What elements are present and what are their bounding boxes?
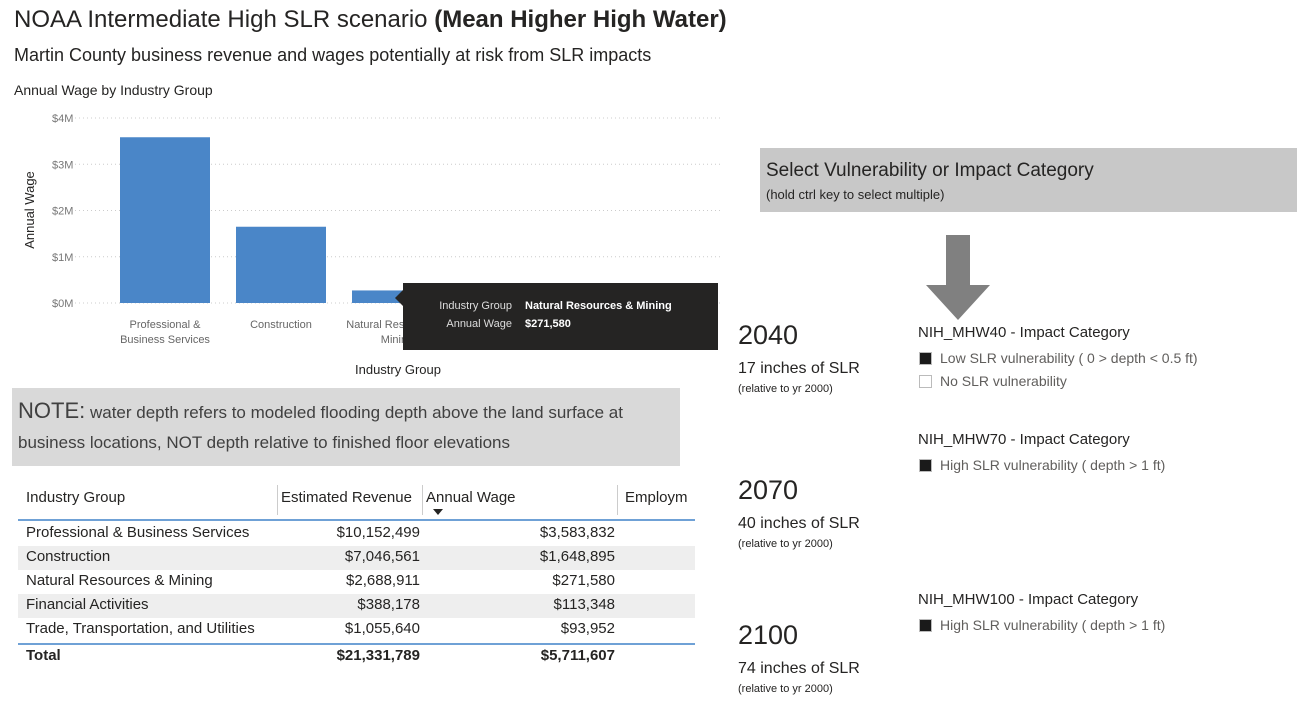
subtitle: Martin County business revenue and wages… [14,45,652,65]
table-cell: $3,583,832 [539,524,615,541]
tooltip-value: $271,580 [525,318,571,330]
y-tick-label: $4M [52,113,73,125]
bar [120,137,210,303]
scenario-ref: (relative to yr 2000) [738,383,833,395]
note-box [12,388,680,466]
bar [236,226,326,303]
legend-item[interactable]: High SLR vulnerability ( depth > 1 ft) [940,617,1166,633]
slicer-title: Select Vulnerability or Impact Category [766,160,1094,181]
title-bold: (Mean Higher High Water) [434,6,727,33]
sort-arrow [433,509,443,515]
total-cell: Total [26,647,61,664]
column-header: Estimated Revenue [281,489,412,506]
legend-swatch[interactable] [919,375,932,388]
legend-item[interactable]: High SLR vulnerability ( depth > 1 ft) [940,457,1166,473]
y-tick-label: $1M [52,252,73,264]
x-tick-label: Professional & Business Services [120,319,210,346]
tooltip-notch [395,290,403,306]
table-cell: Financial Activities [26,596,149,613]
page-title: NOAA Intermediate High SLR scenario (Mea… [14,6,727,34]
y-tick-label: $3M [52,159,73,171]
legend-swatch[interactable] [919,352,932,365]
y-axis-label: Annual Wage [22,171,37,249]
legend-item[interactable]: No SLR vulnerability [940,373,1067,389]
table-cell: Construction [26,548,111,565]
tooltip-key: Annual Wage [446,318,512,330]
legend-title: NIH_MHW70 - Impact Category [918,431,1130,448]
legend-title: NIH_MHW40 - Impact Category [918,324,1130,341]
column-header: Annual Wage [426,489,516,506]
scenario-inches: 74 inches of SLR [738,660,860,677]
total-cell: $5,711,607 [540,647,615,664]
table-cell: $2,688,911 [346,572,420,589]
table-cell: $113,348 [553,596,615,613]
column-divider [422,485,423,515]
slicer-box [760,148,1297,212]
column-divider [617,485,618,515]
table-cell: $1,648,895 [539,548,615,565]
legend-swatch[interactable] [919,459,932,472]
scenario-year: 2040 [738,320,799,350]
row-band [18,546,695,570]
scenario-ref: (relative to yr 2000) [738,683,833,695]
y-tick-label: $2M [52,206,73,218]
table-cell: Trade, Transportation, and Utilities [26,620,255,637]
y-tick-label: $0M [52,298,73,310]
tooltip-key: Industry Group [439,300,512,312]
slicer-hint: (hold ctrl key to select multiple) [766,187,945,202]
note-lead: NOTE: [18,398,86,423]
table-cell: $388,178 [357,596,420,613]
note: NOTE: water depth refers to modeled floo… [18,396,668,458]
legend-item[interactable]: Low SLR vulnerability ( 0 > depth < 0.5 … [940,350,1198,366]
scenario-inches: 40 inches of SLR [738,515,860,532]
x-axis-label: Industry Group [355,362,441,377]
x-tick-label: Construction [250,319,312,331]
total-cell: $21,331,789 [336,647,420,664]
total-rule [18,643,695,645]
table-cell: $10,152,499 [336,524,420,541]
tooltip: Industry Group Natural Resources & Mining… [403,283,718,350]
scenario-year: 2100 [738,620,799,650]
table-cell: Professional & Business Services [26,524,250,541]
chart-title: Annual Wage by Industry Group [14,82,213,98]
scenario-year: 2070 [738,475,799,505]
column-header: Employm [625,489,688,506]
column-divider [277,485,278,515]
table-cell: $7,046,561 [344,548,420,565]
table-cell: $1,055,640 [344,620,420,637]
scenario-inches: 17 inches of SLR [738,360,860,377]
table-cell: $271,580 [552,572,615,589]
row-band [18,594,695,618]
header-rule [18,519,695,521]
column-header: Industry Group [26,489,126,506]
title-main: NOAA Intermediate High SLR scenario [14,6,428,33]
down-arrow [926,235,990,320]
table-cell: Natural Resources & Mining [26,572,213,589]
legend-swatch[interactable] [919,619,932,632]
table-cell: $93,952 [560,620,615,637]
scenario-ref: (relative to yr 2000) [738,538,833,550]
note-text: water depth refers to modeled flooding d… [18,403,623,452]
legend-title: NIH_MHW100 - Impact Category [918,591,1139,608]
tooltip-value: Natural Resources & Mining [525,300,672,312]
